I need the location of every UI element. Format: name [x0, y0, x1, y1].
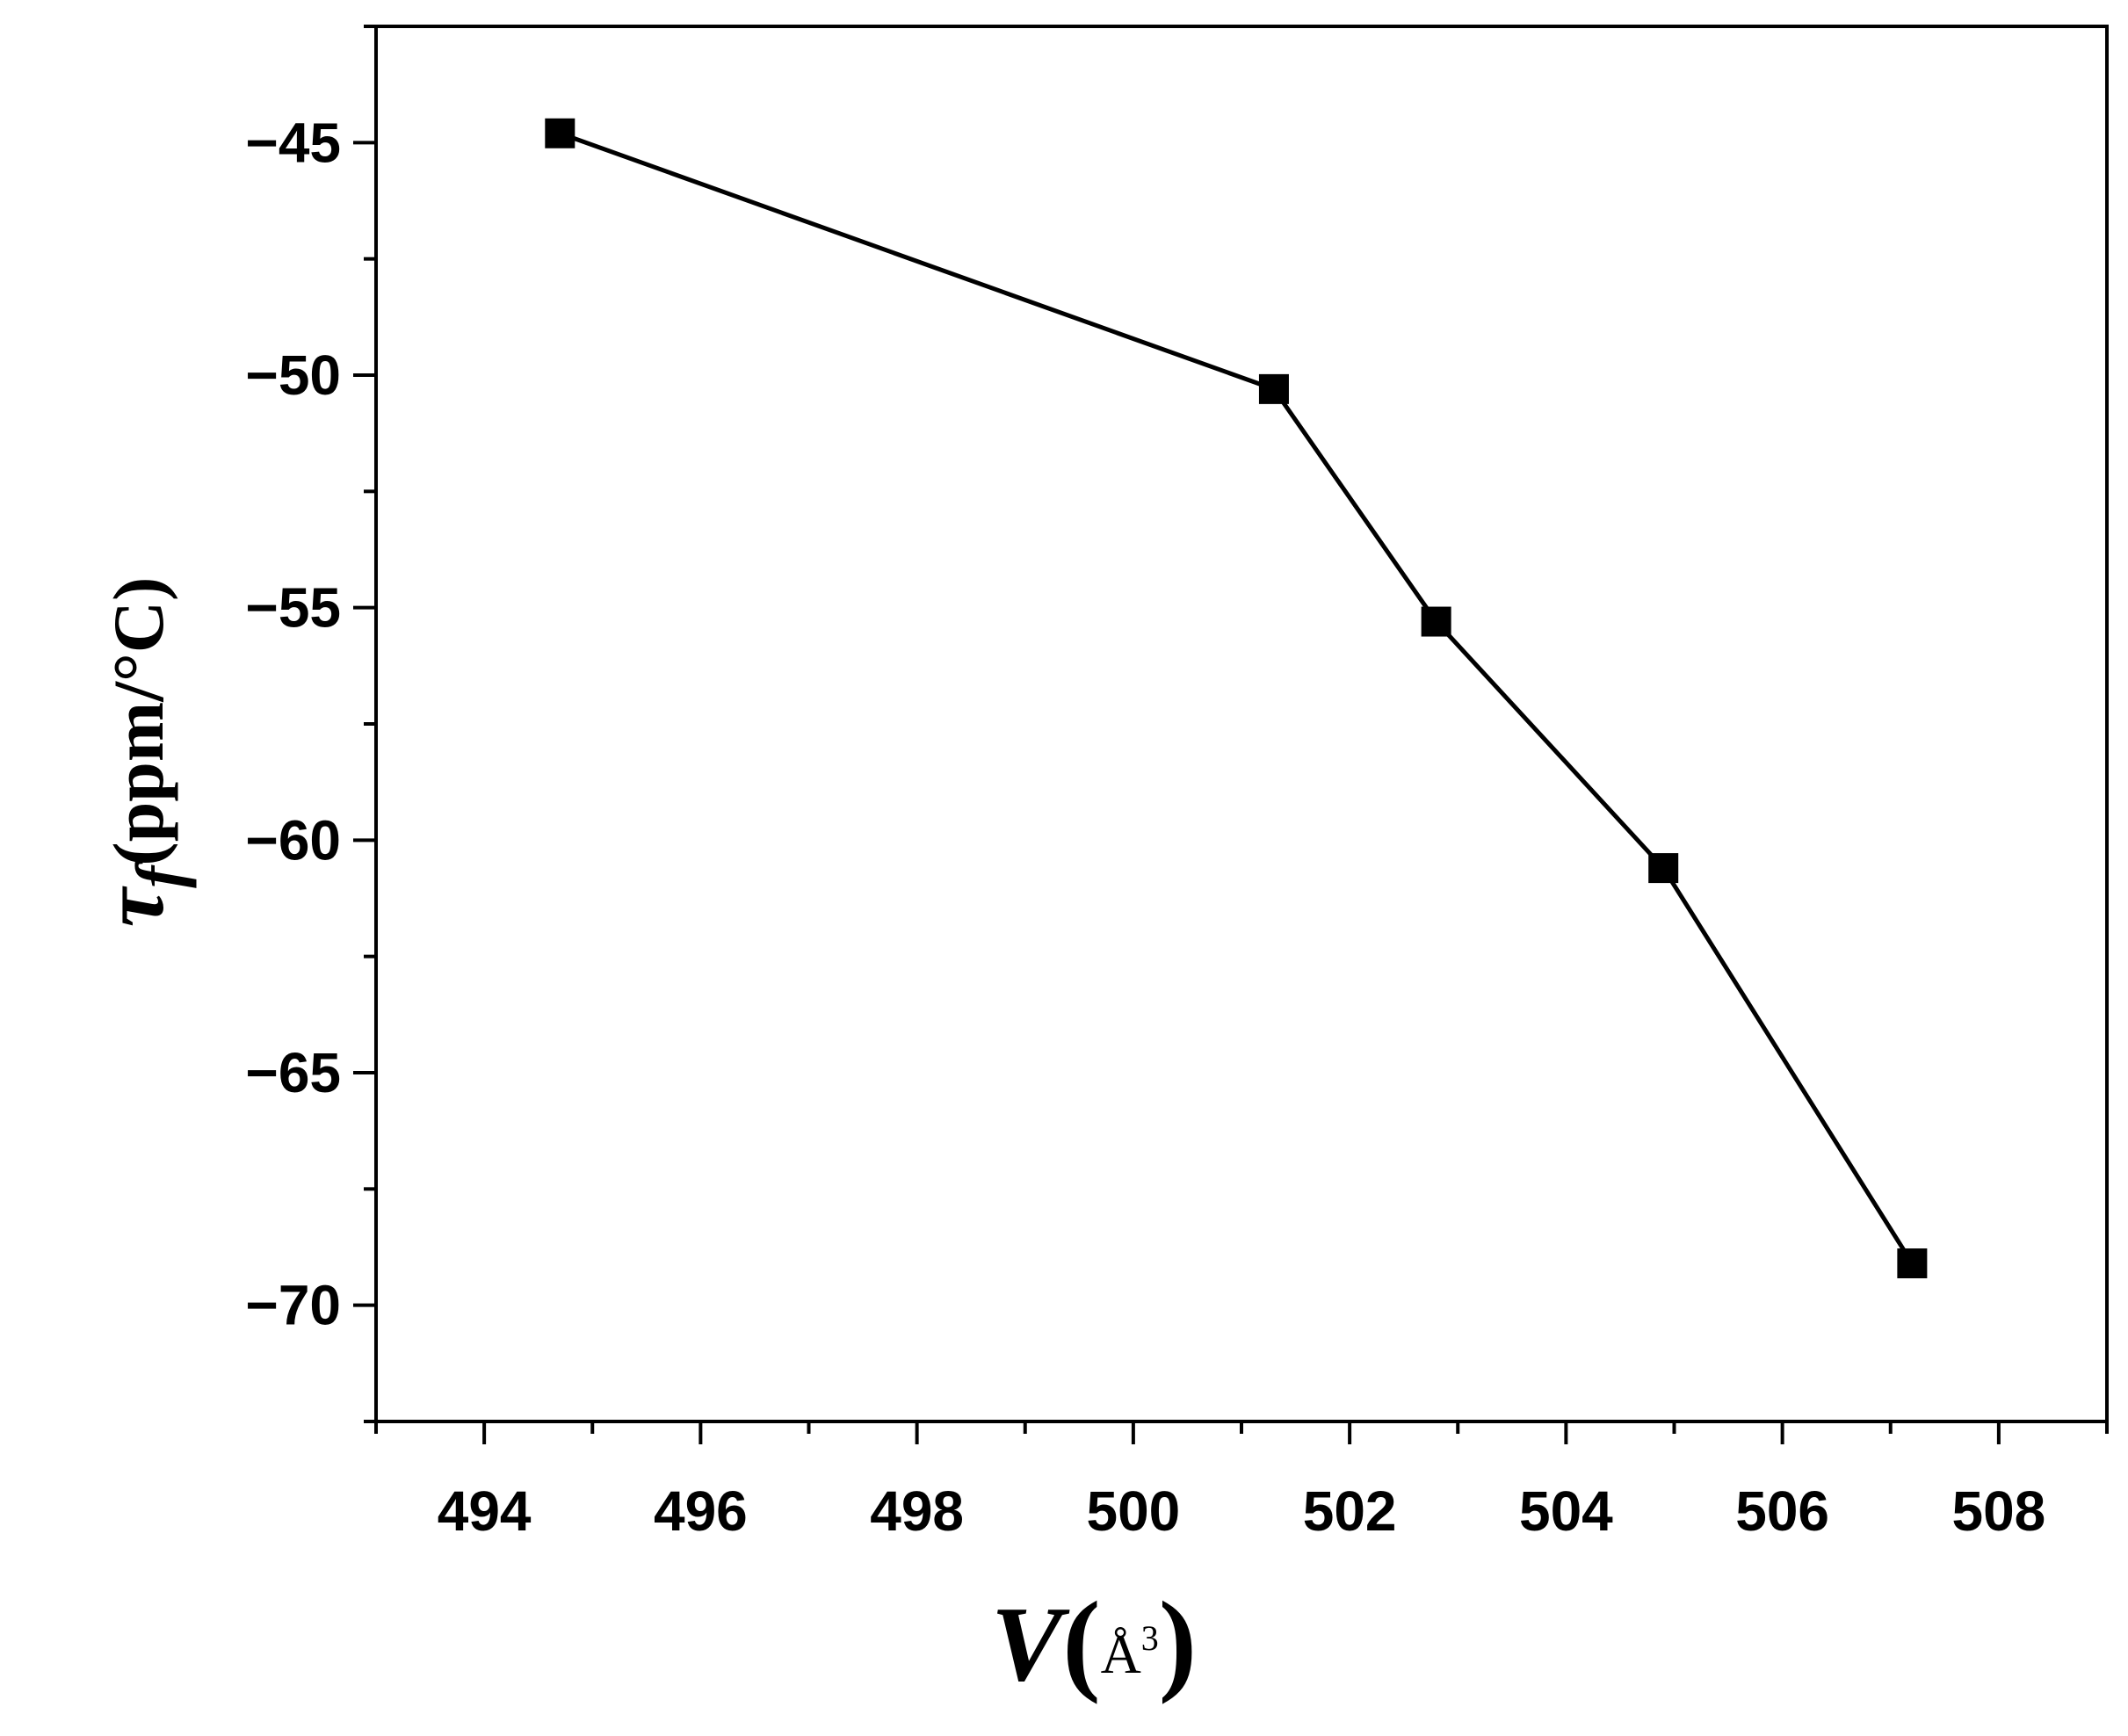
x-tick-label: 506 [1735, 1479, 1829, 1543]
x-axis-variable: V [991, 1585, 1070, 1703]
x-axis-unit: Å [1101, 1623, 1141, 1685]
x-axis-title: V(Å3) [991, 1579, 1197, 1705]
x-tick-label: 494 [438, 1479, 532, 1543]
svg-text:V(Å3): V(Å3) [991, 1579, 1197, 1705]
data-point-marker [1897, 1248, 1928, 1279]
y-axis-unit: (ppm/°C) [98, 577, 178, 866]
y-tick-label: −70 [245, 1274, 341, 1337]
y-tick-label: −60 [245, 808, 341, 872]
x-tick-label: 508 [1951, 1479, 2045, 1543]
x-tick-label: 504 [1519, 1479, 1613, 1543]
y-axis-title: τf(ppm/°C) [84, 577, 197, 928]
x-tick-label: 498 [870, 1479, 964, 1543]
x-tick-label: 502 [1303, 1479, 1397, 1543]
data-point-marker [1258, 373, 1289, 404]
y-tick-label: −45 [245, 111, 341, 174]
x-tick-label: 496 [654, 1479, 748, 1543]
y-axis-ticks: −45 −50 −55 −60 −65 −70 [245, 25, 376, 1423]
x-tick-label: 500 [1086, 1479, 1180, 1543]
data-point-marker [1648, 853, 1679, 884]
plot-frame [374, 25, 2109, 1423]
series-group [545, 118, 1928, 1279]
y-tick-label: −50 [245, 344, 341, 407]
y-tick-label: −65 [245, 1041, 341, 1104]
x-axis-paren-open: ( [1062, 1579, 1100, 1705]
x-axis-unit-sup: 3 [1141, 1618, 1159, 1658]
y-tick-label: −55 [245, 576, 341, 640]
data-point-marker [545, 118, 575, 148]
series-line [559, 131, 1914, 1265]
svg-text:τf(ppm/°C): τf(ppm/°C) [84, 577, 197, 928]
x-axis-ticks: 494 496 498 500 502 504 506 508 [374, 1421, 2109, 1543]
x-axis-paren-close: ) [1159, 1579, 1197, 1705]
y-axis-symbol: τ [84, 886, 182, 927]
plot-border [374, 25, 2109, 1423]
data-point-marker [1421, 606, 1451, 637]
